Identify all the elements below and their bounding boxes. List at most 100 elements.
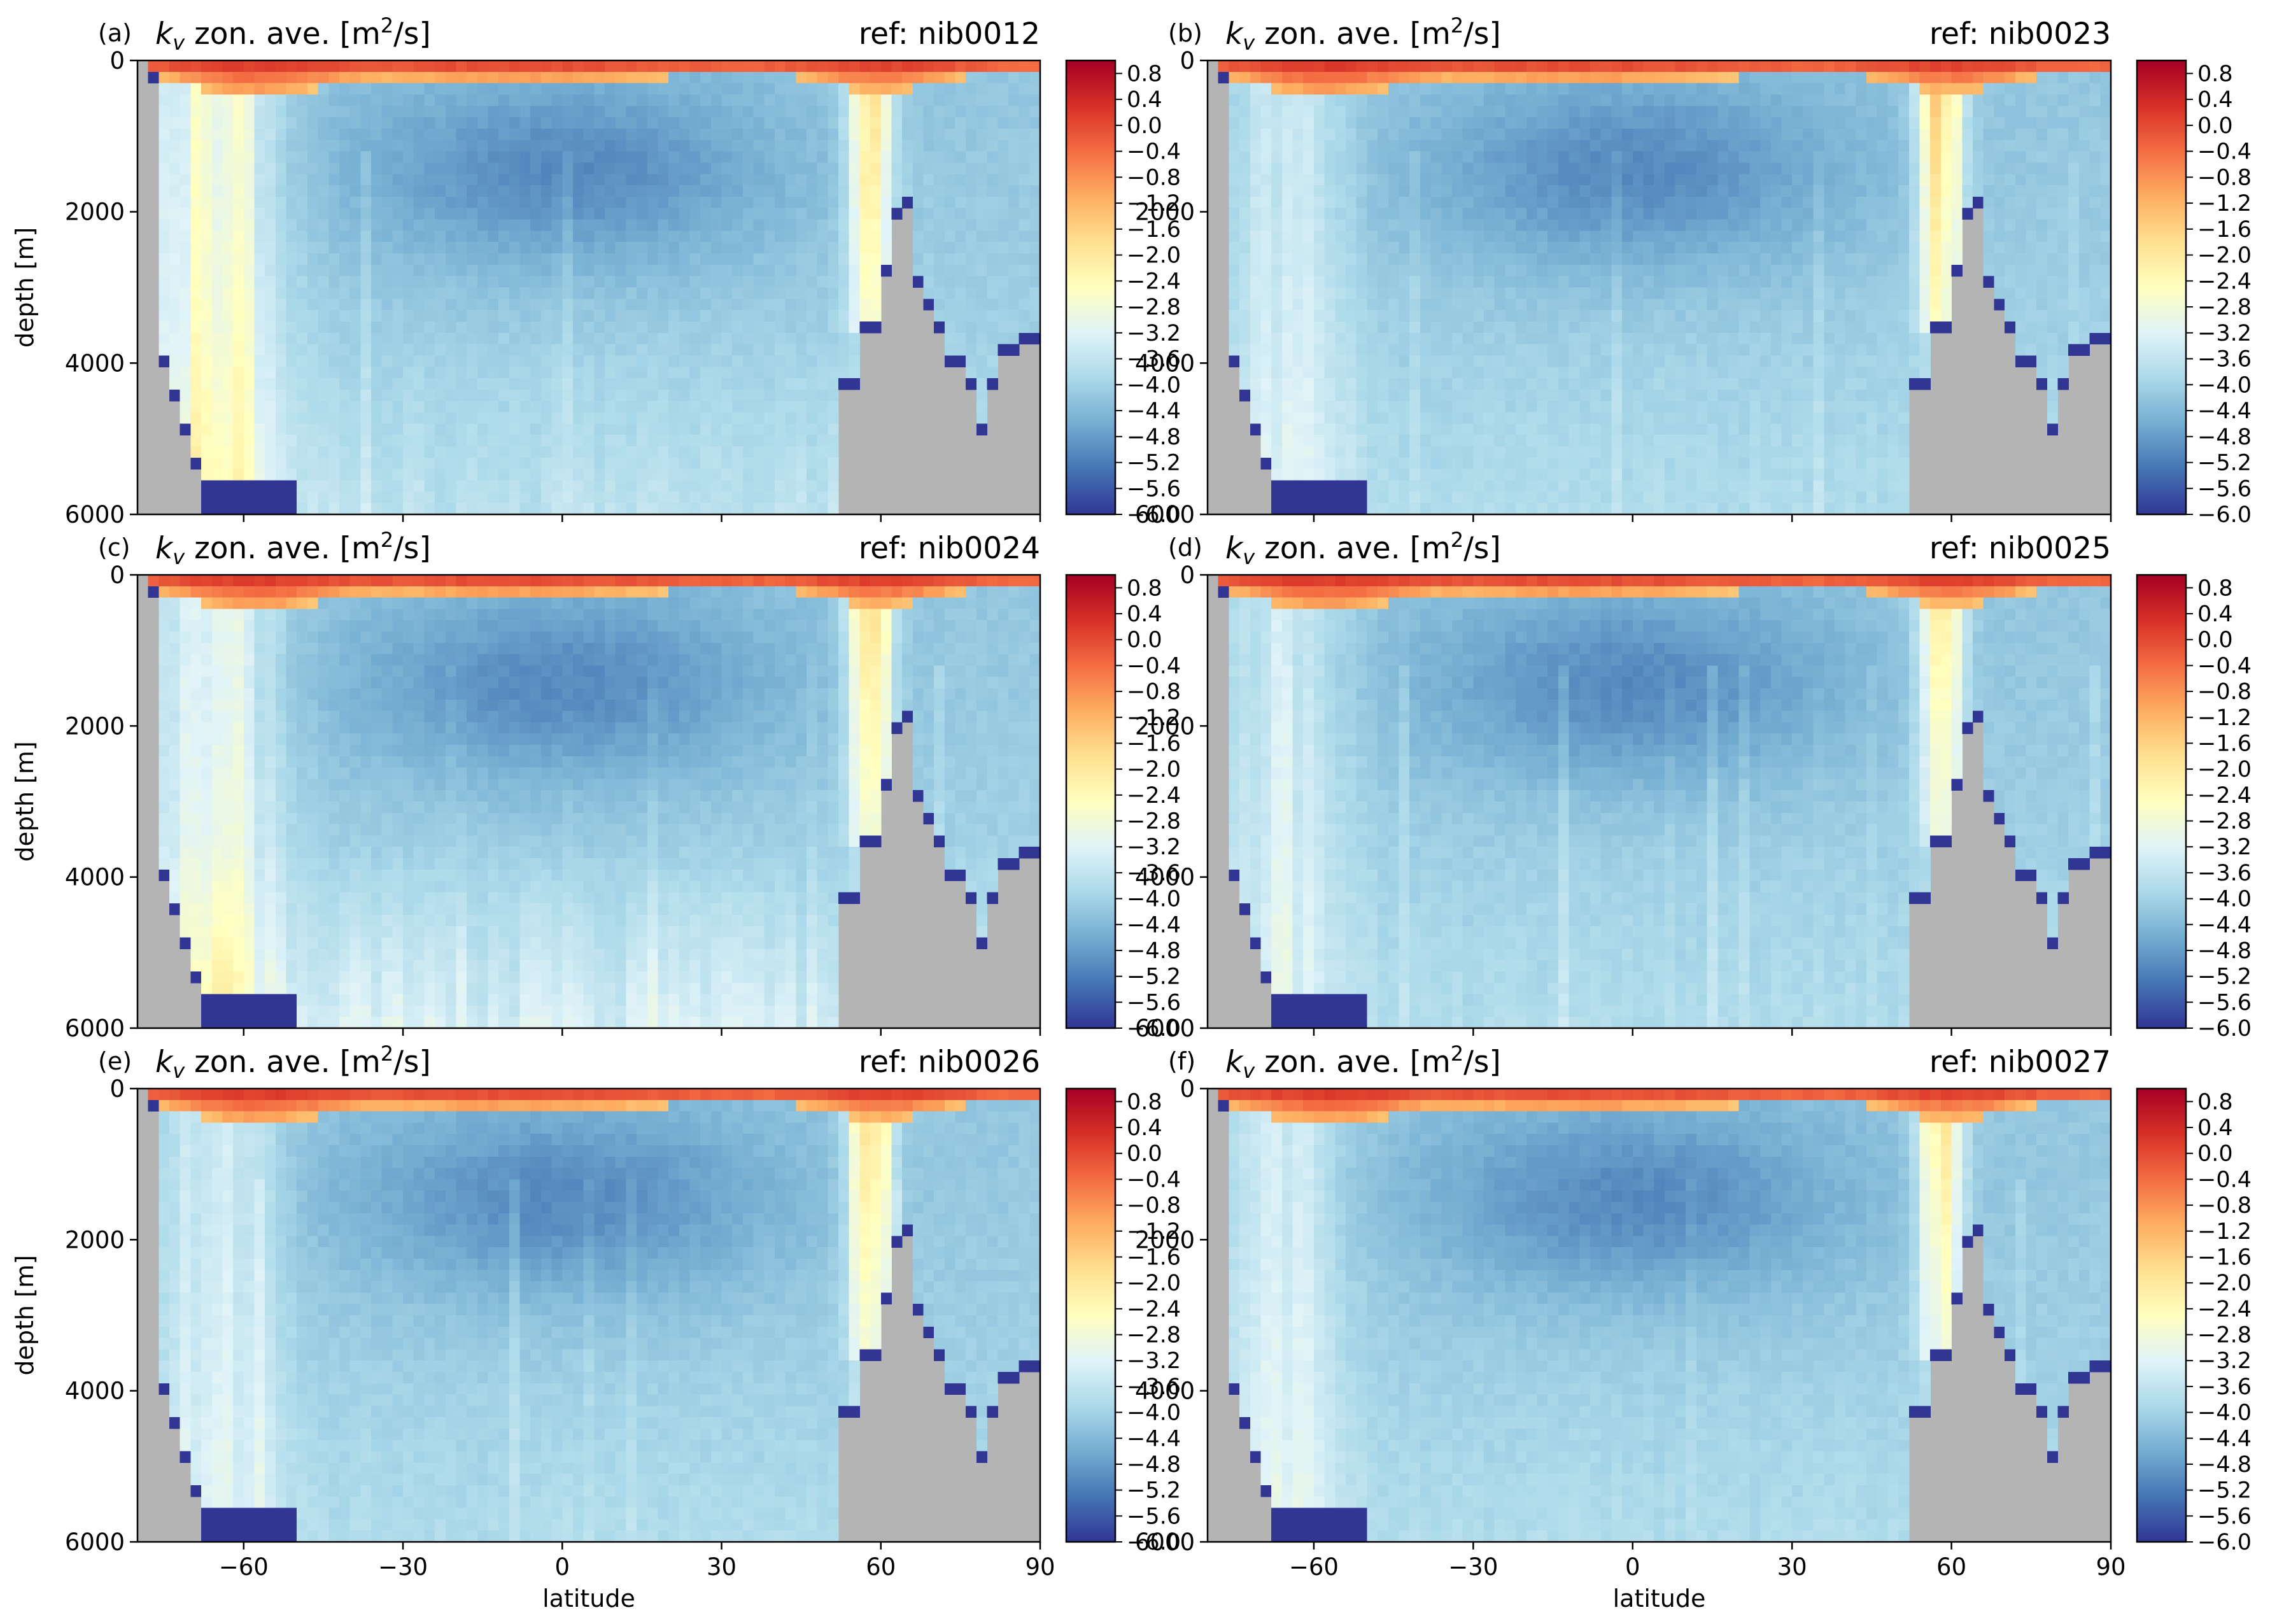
- heatmap-cell: [1367, 299, 1378, 311]
- heatmap-cell: [1611, 106, 1623, 118]
- heatmap-cell: [1537, 423, 1548, 435]
- heatmap-cell: [1250, 128, 1262, 141]
- heatmap-cell: [955, 196, 966, 209]
- heatmap-cell: [349, 117, 361, 129]
- heatmap-cell: [774, 276, 786, 288]
- heatmap-cell: [1547, 287, 1559, 299]
- heatmap-cell: [1686, 264, 1697, 277]
- heatmap-cell: [987, 287, 998, 299]
- heatmap-cell: [1600, 151, 1612, 163]
- heatmap-cell: [1399, 196, 1410, 209]
- heatmap-cell: [360, 389, 372, 402]
- heatmap-cell: [817, 446, 828, 458]
- heatmap-cell: [1686, 355, 1697, 367]
- heatmap-cell: [689, 71, 701, 84]
- heatmap-cell: [849, 287, 860, 299]
- heatmap-cell: [1728, 174, 1740, 186]
- heatmap-cell: [1292, 469, 1304, 481]
- heatmap-cell: [1399, 321, 1410, 334]
- heatmap-cell: [1462, 230, 1474, 243]
- heatmap-cell: [297, 480, 308, 492]
- heatmap-cell: [488, 367, 499, 379]
- heatmap-cell: [488, 208, 499, 220]
- heatmap-cell: [1420, 412, 1432, 424]
- heatmap-cell: [1250, 355, 1262, 367]
- heatmap-cell: [540, 491, 553, 504]
- heatmap-cell: [1367, 185, 1378, 197]
- heatmap-cell: [190, 264, 202, 277]
- heatmap-cell: [562, 480, 574, 492]
- heatmap-cell: [467, 503, 478, 515]
- heatmap-cell: [328, 435, 340, 447]
- heatmap-cell: [1547, 310, 1559, 322]
- heatmap-cell: [647, 480, 659, 492]
- heatmap-cell: [1239, 378, 1251, 390]
- heatmap-cell: [551, 242, 563, 254]
- heatmap-cell: [859, 60, 871, 73]
- heatmap-cell: [923, 253, 934, 265]
- heatmap-cell: [1335, 491, 1346, 504]
- heatmap-cell: [360, 276, 372, 288]
- heatmap-cell: [1526, 480, 1538, 492]
- heatmap-cell: [583, 128, 595, 141]
- heatmap-cell: [1420, 321, 1432, 334]
- heatmap-cell: [211, 162, 223, 174]
- heatmap-cell: [1632, 310, 1644, 322]
- heatmap-cell: [1728, 332, 1740, 345]
- heatmap-cell: [1441, 117, 1453, 129]
- heatmap-cell: [1260, 400, 1272, 413]
- heatmap-cell: [1378, 321, 1389, 334]
- heatmap-cell: [859, 162, 871, 174]
- heatmap-cell: [880, 242, 892, 254]
- heatmap-cell: [1260, 196, 1272, 209]
- heatmap-cell: [1029, 128, 1041, 141]
- heatmap-cell: [498, 310, 510, 322]
- heatmap-cell: [689, 469, 701, 481]
- heatmap-cell: [626, 332, 637, 345]
- heatmap-cell: [169, 106, 181, 118]
- heatmap-cell: [721, 60, 733, 73]
- heatmap-cell: [1399, 299, 1410, 311]
- heatmap-cell: [1473, 117, 1484, 129]
- heatmap-cell: [1346, 139, 1357, 152]
- heatmap-cell: [509, 253, 521, 265]
- heatmap-cell: [349, 83, 361, 95]
- heatmap-cell: [1399, 139, 1410, 152]
- heatmap-cell: [605, 83, 616, 95]
- heatmap-cell: [1335, 310, 1346, 322]
- heatmap-cell: [1378, 230, 1389, 243]
- heatmap-cell: [785, 435, 796, 447]
- heatmap-cell: [530, 60, 542, 73]
- heatmap-cell: [1281, 310, 1294, 322]
- heatmap-cell: [519, 208, 531, 220]
- heatmap-cell: [689, 412, 701, 424]
- heatmap-cell: [1590, 242, 1602, 254]
- heatmap-cell: [211, 287, 223, 299]
- heatmap-cell: [594, 185, 605, 197]
- heatmap-cell: [1675, 162, 1686, 174]
- heatmap-cell: [1250, 299, 1262, 311]
- heatmap-cell: [413, 230, 425, 243]
- heatmap-cell: [1600, 139, 1612, 152]
- heatmap-cell: [265, 367, 276, 379]
- heatmap-cell: [1484, 457, 1495, 470]
- heatmap-cell: [1526, 264, 1538, 277]
- heatmap-cell: [764, 253, 775, 265]
- heatmap-cell: [594, 264, 605, 277]
- heatmap-cell: [689, 457, 701, 470]
- heatmap-cell: [540, 355, 553, 367]
- heatmap-cell: [1738, 400, 1750, 413]
- heatmap-cell: [732, 287, 744, 299]
- heatmap-cell: [1505, 457, 1516, 470]
- heatmap-cell: [1526, 367, 1538, 379]
- heatmap-cell: [1313, 491, 1325, 504]
- heatmap-cell: [934, 162, 945, 174]
- heatmap-cell: [1643, 117, 1654, 129]
- heatmap-cell: [488, 71, 499, 84]
- heatmap-cell: [349, 446, 361, 458]
- heatmap-cell: [966, 367, 977, 379]
- heatmap-cell: [1643, 378, 1654, 390]
- heatmap-cell: [1728, 435, 1740, 447]
- heatmap-cell: [637, 242, 648, 254]
- heatmap-cell: [923, 174, 934, 186]
